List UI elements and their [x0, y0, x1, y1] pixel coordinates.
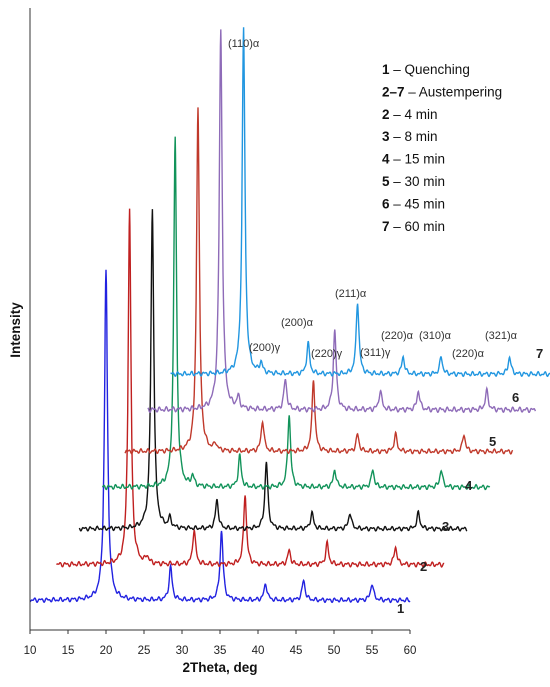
peak-label-4: (211)α [335, 288, 367, 300]
peak-label-5: (311)γ [360, 347, 391, 359]
peak-label-2: (200)α [281, 317, 314, 329]
legend-entry-7: 7 – 60 min [382, 219, 445, 234]
x-tick-label-40: 40 [252, 645, 265, 657]
legend-entry-2: 2 – 4 min [382, 107, 438, 122]
x-tick-label-50: 50 [328, 645, 341, 657]
series-1-line [29, 269, 411, 604]
x-tick-label-20: 20 [100, 645, 113, 657]
series-4-line [102, 136, 491, 491]
axes-group: 10 15 20 25 30 35 40 45 50 55 60 2Theta, deg Intensi… [8, 8, 416, 675]
series-6-line [147, 29, 537, 414]
series-1-label: 1 [397, 601, 404, 616]
x-tick-label-60: 60 [404, 645, 417, 657]
x-tick-label-30: 30 [176, 645, 189, 657]
legend-entry-1: 2–7 – Austempering [382, 84, 502, 99]
x-tick-label-55: 55 [366, 645, 379, 657]
series-5-line [124, 107, 514, 455]
peak-labels-group: (110)α (200)γ (200)α (220)γ (211)α (311)γ (220… [228, 38, 518, 360]
x-tick-label-15: 15 [62, 645, 75, 657]
y-axis-title: Intensity [8, 302, 23, 358]
x-tick-label-25: 25 [138, 645, 151, 657]
peak-label-1: (200)γ [249, 342, 281, 354]
legend-entry-4: 4 – 15 min [382, 152, 445, 167]
curves-group: 1 2 3 4 5 6 7 [29, 27, 550, 616]
series-4-label: 4 [465, 478, 473, 493]
series-2-label: 2 [420, 559, 427, 574]
legend: 1 – Quenching 2–7 – Austempering 2 – 4 min… [382, 62, 502, 234]
legend-entry-3: 3 – 8 min [382, 129, 438, 144]
x-axis-title: 2Theta, deg [182, 660, 257, 675]
x-tick-label-45: 45 [290, 645, 303, 657]
peak-label-0: (110)α [228, 38, 260, 50]
legend-entry-0: 1 – Quenching [382, 62, 470, 77]
peak-label-6: (220)α [381, 330, 414, 342]
series-3-line [78, 209, 468, 532]
series-3-label: 3 [442, 519, 449, 534]
legend-entry-5: 5 – 30 min [382, 174, 445, 189]
peak-label-9: (321)α [485, 330, 518, 342]
series-6-label: 6 [512, 390, 519, 405]
series-7-line [170, 27, 550, 378]
x-tick-label-35: 35 [214, 645, 227, 657]
legend-entry-6: 6 – 45 min [382, 196, 445, 211]
x-tick-label-10: 10 [24, 645, 37, 657]
series-7-label: 7 [536, 346, 543, 361]
peak-label-3: (220)γ [311, 348, 343, 360]
series-5-label: 5 [489, 434, 496, 449]
series-2-line [56, 208, 445, 568]
peak-label-7: (310)α [419, 330, 452, 342]
peak-label-8: (220)α [452, 348, 485, 360]
